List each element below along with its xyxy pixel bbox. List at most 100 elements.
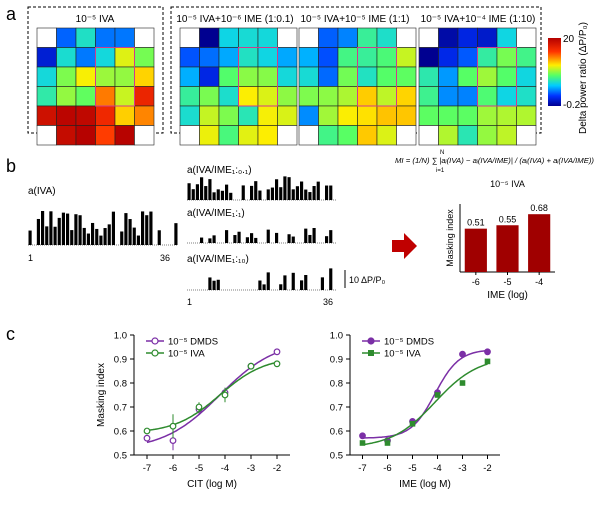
trace-axis-end: 36	[160, 253, 170, 263]
x-tick-label: -3	[247, 463, 255, 474]
trace-bar	[70, 230, 74, 245]
heatmap-cell	[218, 86, 239, 107]
trace-bar	[291, 189, 295, 200]
heatmap-cell	[36, 27, 57, 48]
heatmap-cell	[438, 27, 459, 48]
heatmap-cell	[357, 47, 378, 68]
heatmap-outline	[477, 47, 517, 107]
heatmap-cell	[337, 27, 358, 48]
arrow-icon	[392, 233, 417, 259]
trace-bar	[329, 230, 333, 243]
x-tick-label: -5	[195, 463, 203, 474]
heatmap-cell	[95, 105, 116, 126]
trace-bar	[245, 237, 249, 243]
bar-category-label-0: -6	[472, 277, 480, 287]
trace-bar	[229, 192, 233, 200]
heatmap-cell	[277, 47, 298, 68]
series-0-point	[459, 350, 466, 358]
heatmap-cell	[75, 86, 96, 107]
heatmap-cell	[257, 105, 278, 126]
heatmap-0	[36, 27, 155, 146]
heatmap-cell	[277, 86, 298, 107]
heatmap-cell	[318, 66, 339, 87]
bar-category-label-2: -4	[535, 277, 543, 287]
bar-value-label-1: 0.55	[499, 214, 517, 224]
heatmap-cell	[438, 105, 459, 126]
trace-bar	[53, 226, 57, 245]
trace-bar	[124, 213, 128, 245]
trace-bar	[320, 277, 324, 290]
trace-bar	[329, 268, 333, 290]
heatmap-cell	[238, 27, 259, 48]
trace-bar	[204, 186, 208, 200]
legend-label-1: 10⁻⁵ IVA	[384, 349, 421, 360]
series-1-point	[221, 391, 229, 399]
heatmap-cell	[396, 27, 417, 48]
heatmap-cell	[56, 105, 77, 126]
group-box-control	[27, 6, 164, 134]
heatmap-cell	[477, 27, 498, 48]
x-axis-label: CIT (log M)	[187, 479, 237, 490]
trace-1	[187, 176, 337, 201]
trace-bar	[225, 230, 229, 243]
trace-bar	[250, 185, 254, 200]
formula-sum-upper: N	[440, 150, 444, 156]
y-axis-label: Masking index	[96, 363, 107, 427]
heatmap-cell	[318, 27, 339, 48]
trace-bar	[208, 277, 212, 290]
trace-3	[187, 268, 337, 291]
trace-bar	[74, 214, 78, 245]
heatmap-cell	[199, 27, 220, 48]
trace-bar	[258, 280, 262, 290]
trace-bar	[95, 228, 99, 245]
trace-bar	[225, 184, 229, 200]
trace-bar	[195, 184, 199, 200]
heatmap-cell	[318, 47, 339, 68]
heatmap-2	[298, 27, 417, 146]
heatmap-cell	[56, 47, 77, 68]
trace-bar	[111, 211, 115, 245]
bar-x-label: IME (log)	[487, 290, 528, 301]
panel-a: 10⁻⁵ IVA 10⁻⁵ IVA+10⁻⁶ IME (1:0.1) 10⁻⁵ …	[27, 6, 589, 146]
heatmap-cell	[114, 86, 135, 107]
trace-bar	[279, 284, 283, 290]
heatmap-cell	[516, 86, 537, 107]
x-axis-label: IME (log M)	[399, 479, 451, 490]
heatmap-outline	[238, 47, 278, 107]
bar-category-label-1: -5	[503, 277, 511, 287]
trace-label-1: a(IVA/IME₁:₀.₁)	[187, 165, 252, 176]
trace-label-2: a(IVA/IME₁:₁)	[187, 208, 245, 219]
heatmap-cell	[438, 66, 459, 87]
heatmap-cell	[95, 27, 116, 48]
trace-bar	[304, 189, 308, 200]
series-1-point	[359, 440, 366, 446]
heatmap-cell	[418, 66, 439, 87]
trace-bar	[254, 237, 258, 243]
trace-label-3: a(IVA/IME₁:₁₀)	[187, 254, 249, 265]
dose-response-cit-chart: 0.5 0.6 0.7 0.8 0.9 1.0 -7 -6 -5 -4 -3 -2 CIT (log M…	[96, 331, 290, 490]
trace-bar	[191, 189, 195, 200]
heatmap-cell	[238, 47, 259, 68]
heatmap-cell	[56, 66, 77, 87]
bar-value-label-2: 0.68	[530, 203, 548, 213]
series-1-point	[409, 421, 416, 427]
panel-letter-c: c	[6, 324, 15, 344]
trace-bar	[49, 211, 53, 245]
y-tick-label: 0.9	[114, 355, 127, 366]
heatmap-cell	[134, 86, 155, 107]
panel-letter-a: a	[6, 4, 17, 24]
x-tick-label: -4	[433, 463, 441, 474]
trace-bar	[103, 228, 107, 245]
heatmap-cell	[516, 47, 537, 68]
trace-bar	[220, 190, 224, 200]
heatmap-cell	[75, 66, 96, 87]
legend-label-0: 10⁻⁵ DMDS	[168, 337, 218, 348]
series-0-fit-line	[146, 351, 278, 444]
heatmap-title-2: 10⁻⁵ IVA+10⁻⁵ IME (1:1)	[301, 14, 410, 25]
heatmap-cell	[95, 47, 116, 68]
trace-2	[187, 227, 337, 244]
masking-index-bar-chart: 10⁻⁵ IVA 0.51 -6 0.55 -5 0.68 -4 IME (log) Maski…	[445, 179, 555, 301]
heatmap-cell	[36, 125, 57, 146]
heatmap-cell	[337, 86, 358, 107]
heatmap-cell	[438, 125, 459, 146]
